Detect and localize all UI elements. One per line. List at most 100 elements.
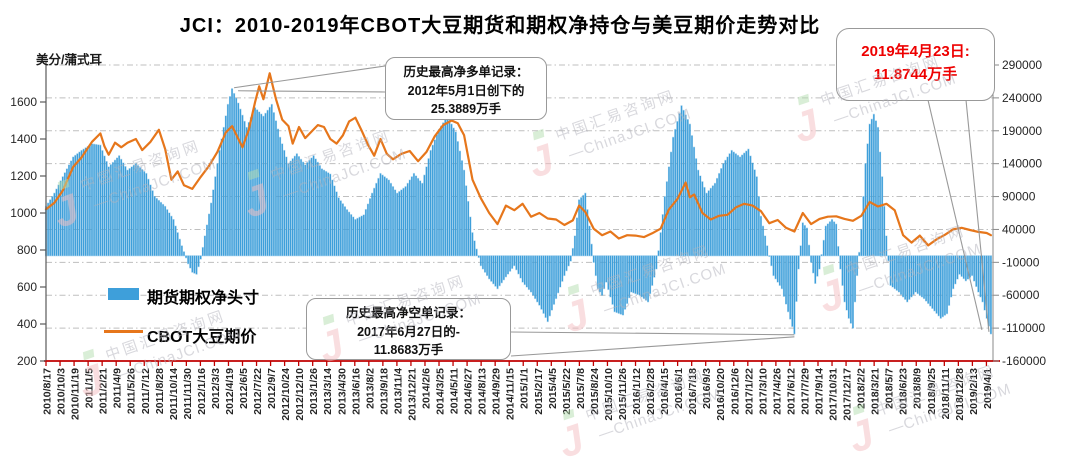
svg-text:2017/4/26: 2017/4/26	[771, 368, 783, 415]
svg-text:2013/3/14: 2013/3/14	[322, 368, 334, 415]
svg-text:2011/5/26: 2011/5/26	[126, 368, 138, 414]
svg-text:2013/1/26: 2013/1/26	[308, 368, 320, 415]
latest-line1: 2019年4月23日:	[861, 43, 970, 60]
svg-text:2014/6/27: 2014/6/27	[463, 368, 475, 415]
svg-text:2012/3/3: 2012/3/3	[210, 368, 222, 409]
svg-text:2012/7/22: 2012/7/22	[252, 368, 264, 415]
svg-text:2012/9/7: 2012/9/7	[266, 368, 278, 409]
svg-text:-160000: -160000	[1002, 354, 1046, 368]
svg-text:2018/2/2: 2018/2/2	[856, 368, 868, 409]
svg-text:2014/5/11: 2014/5/11	[449, 368, 461, 414]
svg-text:2014/9/29: 2014/9/29	[491, 368, 503, 415]
record-short-line3: 11.8683万手	[373, 343, 444, 357]
record-long-line3: 25.3889万手	[430, 102, 502, 116]
svg-text:2014/11/15: 2014/11/15	[505, 368, 517, 420]
svg-text:1600: 1600	[10, 95, 37, 109]
svg-text:400: 400	[17, 317, 37, 331]
svg-text:2012/10/24: 2012/10/24	[280, 368, 292, 421]
svg-text:2015/7/8: 2015/7/8	[575, 368, 587, 409]
svg-text:2011/8/28: 2011/8/28	[154, 368, 166, 414]
svg-text:2018/8/9: 2018/8/9	[912, 368, 924, 409]
svg-text:2015/10/10: 2015/10/10	[603, 368, 615, 421]
svg-text:2016/1/12: 2016/1/12	[631, 368, 643, 415]
x-axis-ticks	[45, 361, 988, 366]
svg-text:2011/10/14: 2011/10/14	[168, 368, 180, 420]
svg-text:1200: 1200	[10, 169, 37, 183]
legend-bars-label: 期货期权净头寸	[147, 290, 260, 307]
svg-text:2019/4/1: 2019/4/1	[982, 368, 994, 409]
svg-text:2019/2/13: 2019/2/13	[968, 368, 980, 415]
svg-text:190000: 190000	[1002, 124, 1042, 138]
svg-text:2012/4/19: 2012/4/19	[224, 368, 236, 415]
svg-text:2017/3/10: 2017/3/10	[757, 368, 769, 415]
svg-text:2018/12/28: 2018/12/28	[954, 368, 966, 421]
svg-text:240000: 240000	[1002, 91, 1042, 105]
svg-text:2013/9/18: 2013/9/18	[378, 368, 390, 415]
legend-line-swatch	[104, 330, 143, 333]
svg-text:2017/7/29: 2017/7/29	[799, 368, 811, 415]
legend-line-label: CBOT大豆期价	[147, 329, 257, 346]
record-short-line1: 历史最高净空单记录：	[345, 306, 471, 320]
svg-text:140000: 140000	[1002, 157, 1042, 171]
left-axis-unit-label: 美分/蒲式耳	[36, 53, 102, 67]
svg-text:2010/10/3: 2010/10/3	[56, 368, 68, 415]
svg-text:200: 200	[17, 354, 37, 368]
svg-text:2015/5/22: 2015/5/22	[561, 368, 573, 415]
svg-text:2016/9/3: 2016/9/3	[701, 368, 713, 409]
svg-text:2013/4/30: 2013/4/30	[336, 368, 348, 415]
svg-text:2017/10/31: 2017/10/31	[828, 368, 840, 421]
svg-text:40000: 40000	[1002, 222, 1036, 236]
legend-bars-swatch	[108, 288, 139, 300]
svg-text:2017/6/12: 2017/6/12	[785, 368, 797, 415]
svg-text:2018/11/11: 2018/11/11	[940, 368, 952, 420]
callout-record-short: 历史最高净空单记录： 2017年6月27日的- 11.8683万手	[306, 298, 511, 360]
svg-text:2017/1/22: 2017/1/22	[743, 368, 755, 415]
price-line	[44, 72, 993, 247]
record-long-line2: 2012年5月1日创下的	[407, 83, 525, 98]
svg-text:2011/1/5: 2011/1/5	[84, 368, 96, 408]
callout-connectors	[233, 65, 990, 357]
svg-text:800: 800	[17, 243, 37, 257]
svg-text:2018/9/25: 2018/9/25	[926, 368, 938, 415]
svg-text:2013/11/4: 2013/11/4	[392, 368, 404, 414]
svg-text:2015/4/5: 2015/4/5	[547, 368, 559, 409]
svg-text:2016/10/20: 2016/10/20	[715, 368, 727, 421]
svg-text:2013/6/16: 2013/6/16	[350, 368, 362, 415]
svg-text:1000: 1000	[10, 206, 37, 220]
svg-text:2015/1/1: 2015/1/1	[519, 368, 531, 409]
svg-text:2011/2/21: 2011/2/21	[98, 368, 110, 414]
svg-text:2016/12/6: 2016/12/6	[729, 368, 741, 415]
svg-text:2012/1/16: 2012/1/16	[196, 368, 208, 415]
svg-text:-110000: -110000	[1002, 321, 1045, 335]
chart-title: JCI：2010-2019年CBOT大豆期货和期权净持仓与美豆期价走势对比	[179, 15, 821, 37]
record-short-line2: 2017年6月27日的-	[357, 324, 460, 339]
callout-record-long: 历史最高净多单记录： 2012年5月1日创下的 25.3889万手	[385, 57, 547, 120]
svg-text:2015/2/17: 2015/2/17	[533, 368, 545, 415]
svg-text:2016/4/15: 2016/4/15	[659, 368, 671, 415]
svg-text:-10000: -10000	[1002, 255, 1040, 269]
svg-text:2016/6/1: 2016/6/1	[673, 368, 685, 409]
svg-text:2018/6/23: 2018/6/23	[898, 368, 910, 415]
svg-text:2017/9/14: 2017/9/14	[813, 368, 825, 415]
svg-text:2018/3/21: 2018/3/21	[870, 368, 882, 415]
svg-text:2014/8/13: 2014/8/13	[477, 368, 489, 415]
right-axis-tick-labels: 290000 240000 190000 140000 90000 40000 -10000…	[1002, 58, 1046, 368]
svg-text:2018/5/7: 2018/5/7	[884, 368, 896, 409]
svg-text:2010/11/19: 2010/11/19	[70, 368, 82, 420]
callout-latest-record: 2019年4月23日: 11.8744万手	[836, 28, 995, 101]
svg-text:2015/11/26: 2015/11/26	[617, 368, 629, 420]
svg-text:2013/12/21: 2013/12/21	[406, 368, 418, 421]
svg-text:290000: 290000	[1002, 58, 1042, 72]
svg-text:2016/2/28: 2016/2/28	[645, 368, 657, 415]
svg-text:-60000: -60000	[1002, 288, 1040, 302]
record-long-line1: 历史最高净多单记录：	[403, 65, 529, 79]
svg-text:2011/7/12: 2011/7/12	[140, 368, 152, 414]
left-axis-tick-labels: 1600 1400 1200 1000 800 600 400 200	[10, 95, 37, 368]
axes	[40, 62, 1000, 362]
svg-text:600: 600	[17, 280, 37, 294]
svg-text:2017/12/17: 2017/12/17	[842, 368, 854, 421]
latest-line2: 11.8744万手	[873, 66, 958, 83]
svg-text:2012/12/10: 2012/12/10	[294, 368, 306, 421]
